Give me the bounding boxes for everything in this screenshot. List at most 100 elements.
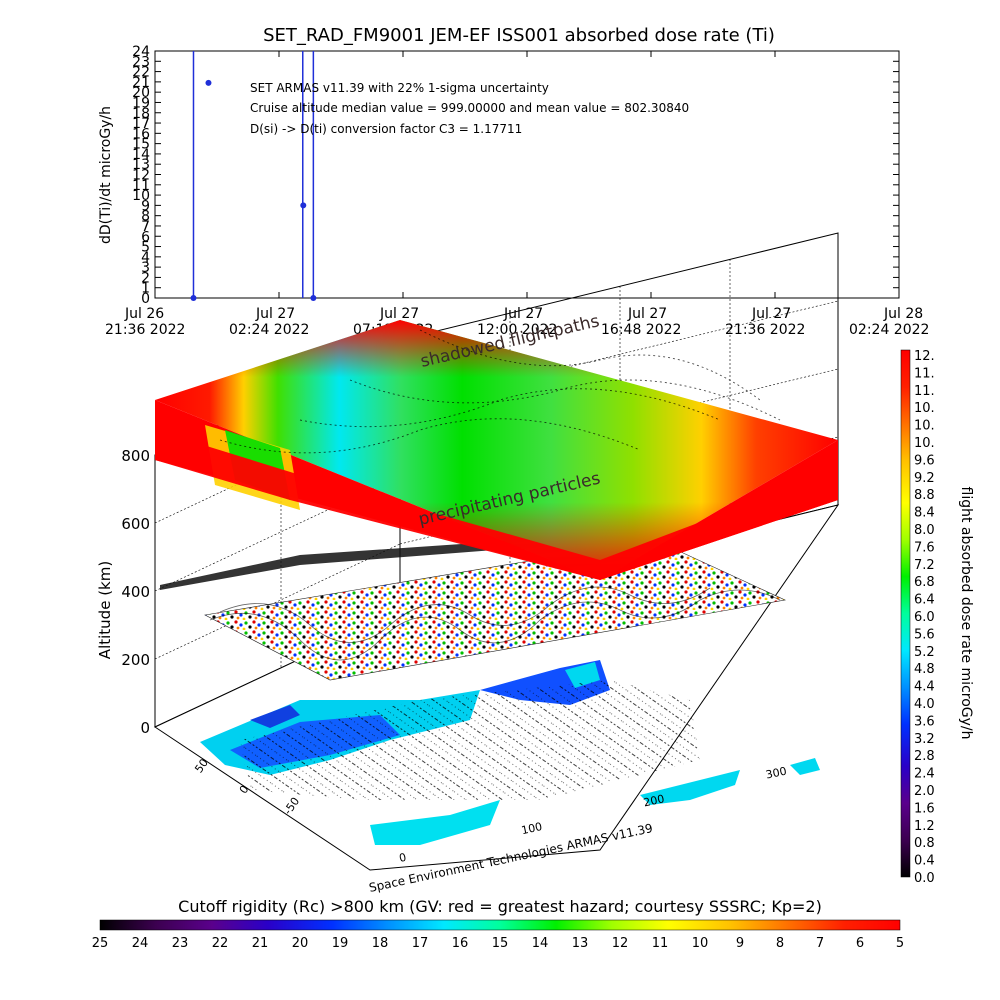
dose-colorbar-tick-label: 7.6 [914,540,935,555]
altitude-tick-label: 600 [121,515,150,533]
rigidity-colorbar-tick-label: 15 [492,936,509,951]
dose-colorbar-tick-label: 8.4 [914,506,935,521]
dose-rate-y-tick-label: 5 [141,240,150,256]
dose-colorbar-tick-label: 0.8 [914,836,935,851]
annotation-uncertainty: SET ARMAS v11.39 with 22% 1-sigma uncert… [250,81,549,95]
dose-rate-panel: SET_RAD_FM9001 JEM-EF ISS001 absorbed do… [98,25,929,338]
dose-colorbar-tick-label: 4.8 [914,662,935,677]
rigidity-colorbar-tick-label: 6 [856,936,864,951]
dose-rate-y-axis-label: dD(Ti)/dt microGy/h [98,106,114,244]
dose-rate-y-tick-label: 17 [132,116,150,132]
rigidity-colorbar-tick-label: 25 [92,936,109,951]
dose-rate-series [190,51,317,301]
dose-colorbar-tick-label: 6.8 [914,575,935,590]
dose-rate-y-tick-label: 20 [132,85,150,101]
dose-rate-y-tick-label: 1 [141,281,150,297]
dose-colorbar-tick-label: 2.8 [914,749,935,764]
rigidity-colorbar-tick-label: 21 [252,936,269,951]
dose-rate-y-tick-label: 8 [141,209,150,225]
dose-colorbar-tick-label: 11. [914,384,935,399]
dose-rate-x-tick-date: Jul 27 [627,306,667,322]
dose-rate-title: SET_RAD_FM9001 JEM-EF ISS001 absorbed do… [263,25,775,46]
longitude-tick-label: 200 [642,792,665,809]
dose-colorbar-tick-label: 10. [914,436,935,451]
dose-colorbar-tick-label: 10. [914,419,935,434]
dose-colorbar-tick-label: 9.2 [914,471,935,486]
dose-rate-x-tick-time: 16:48 2022 [601,322,681,338]
annotation-conversion-factor: D(si) -> D(ti) conversion factor C3 = 1.… [250,122,522,136]
dose-rate-y-tick-label: 21 [132,75,150,91]
rigidity-colorbar-tick-label: 19 [332,936,349,951]
dose-rate-y-tick-label: 23 [132,54,150,70]
rigidity-colorbar-tick-label: 9 [736,936,744,951]
rigidity-colorbar-tick-label: 7 [816,936,824,951]
dose-colorbar-tick-label: 4.4 [914,680,935,695]
dose-rate-x-tick-date: Jul 27 [751,306,791,322]
dose-colorbar-tick-label: 12. [914,349,935,364]
rigidity-colorbar-tick-label: 20 [292,936,309,951]
altitude-ticks: 0 200 400 600 800 [121,447,150,737]
rigidity-colorbar-tick-label: 14 [532,936,549,951]
floor-flight-tracks [240,680,700,800]
dose-rate-point [310,295,317,301]
dose-rate-y-tick-label: 7 [141,219,150,235]
dose-colorbar-tick-label: 0.0 [914,871,935,886]
dose-colorbar-tick-label: 2.0 [914,784,935,799]
dose-rate-y-tick-label: 16 [132,126,150,142]
rigidity-colorbar-tick-label: 8 [776,936,784,951]
dose-rate-x-tick-date: Jul 28 [883,306,923,322]
dose-colorbar-tick-label: 6.4 [914,593,935,608]
dose-colorbar-tick-label: 2.4 [914,767,935,782]
dose-colorbar-bar [900,349,911,878]
dose-rate-point [190,295,197,301]
altitude-tick-label: 800 [121,447,150,465]
longitude-tick-label: 0 [398,851,408,865]
globe-3d-panel: shadowed flightpaths precipitating parti… [96,232,840,895]
dose-rate-y-tick-label: 15 [132,137,150,153]
altitude-tick-label: 400 [121,583,150,601]
dose-colorbar-tick-label: 11. [914,366,935,381]
dose-colorbar-tick-label: 0.4 [914,854,935,869]
dose-rate-y-tick-label: 24 [132,44,150,60]
rigidity-colorbar-bar [99,919,901,931]
rigidity-colorbar-tick-label: 22 [212,936,229,951]
dose-colorbar-tick-label: 8.0 [914,523,935,538]
dose-colorbar-tick-label: 1.2 [914,819,935,834]
dose-rate-x-tick-date: Jul 27 [255,306,295,322]
rigidity-colorbar-tick-label: 23 [172,936,189,951]
rigidity-colorbar-tick-label: 13 [572,936,589,951]
dose-rate-x-tick-time: 02:24 2022 [849,322,929,338]
dose-rate-x-tick-time: 02:24 2022 [229,322,309,338]
dose-rate-y-tick-label: 0 [141,291,150,307]
dose-colorbar-ticks: 12. 11. 11. 10. 10. 10. 9.6 9.2 8.8 8.4 8.0 7.6 7.2 6… [914,349,935,886]
orbit-track-band [204,539,786,681]
longitude-tick-label: 300 [765,765,788,782]
dose-rate-y-tick-label: 11 [132,178,150,194]
rigidity-colorbar-tick-label: 11 [652,936,669,951]
slab-top-shading [155,320,838,580]
dose-colorbar-tick-label: 9.6 [914,453,935,468]
annotation-cruise-altitude: Cruise altitude median value = 999.00000… [250,101,689,115]
rigidity-colorbar-tick-label: 18 [372,936,389,951]
dose-colorbar-tick-label: 5.6 [914,627,935,642]
rigidity-colorbar-tick-label: 5 [896,936,904,951]
orbit-sine-tracks [209,586,781,661]
slab-lower-red [155,430,838,580]
dose-rate-y-tick-label: 18 [132,106,150,122]
dose-colorbar-tick-label: 8.8 [914,488,935,503]
dose-rate-y-tick-label: 10 [132,188,150,204]
rigidity-colorbar-tick-label: 10 [692,936,709,951]
rigidity-colorbar-tick-label: 24 [132,936,149,951]
slab-flight-tracks [219,329,781,454]
dose-colorbar-tick-label: 1.6 [914,801,935,816]
dose-rate-y-tick-label: 14 [132,147,150,163]
rigidity-colorbar-title: Cutoff rigidity (Rc) >800 km (GV: red = … [178,897,822,916]
dose-colorbar-title: flight absorbed dose rate microGy/h [958,487,974,740]
dose-rate-y-tick-label: 9 [141,198,150,214]
dose-rate-y-tick-label: 19 [132,95,150,111]
dose-colorbar: 12. 11. 11. 10. 10. 10. 9.6 9.2 8.8 8.4 8.0 7.6 7.2 6… [900,349,974,886]
dose-rate-x-tick-time: 12:00 2022 [477,322,557,338]
rigidity-colorbar: Cutoff rigidity (Rc) >800 km (GV: red = … [92,897,904,951]
